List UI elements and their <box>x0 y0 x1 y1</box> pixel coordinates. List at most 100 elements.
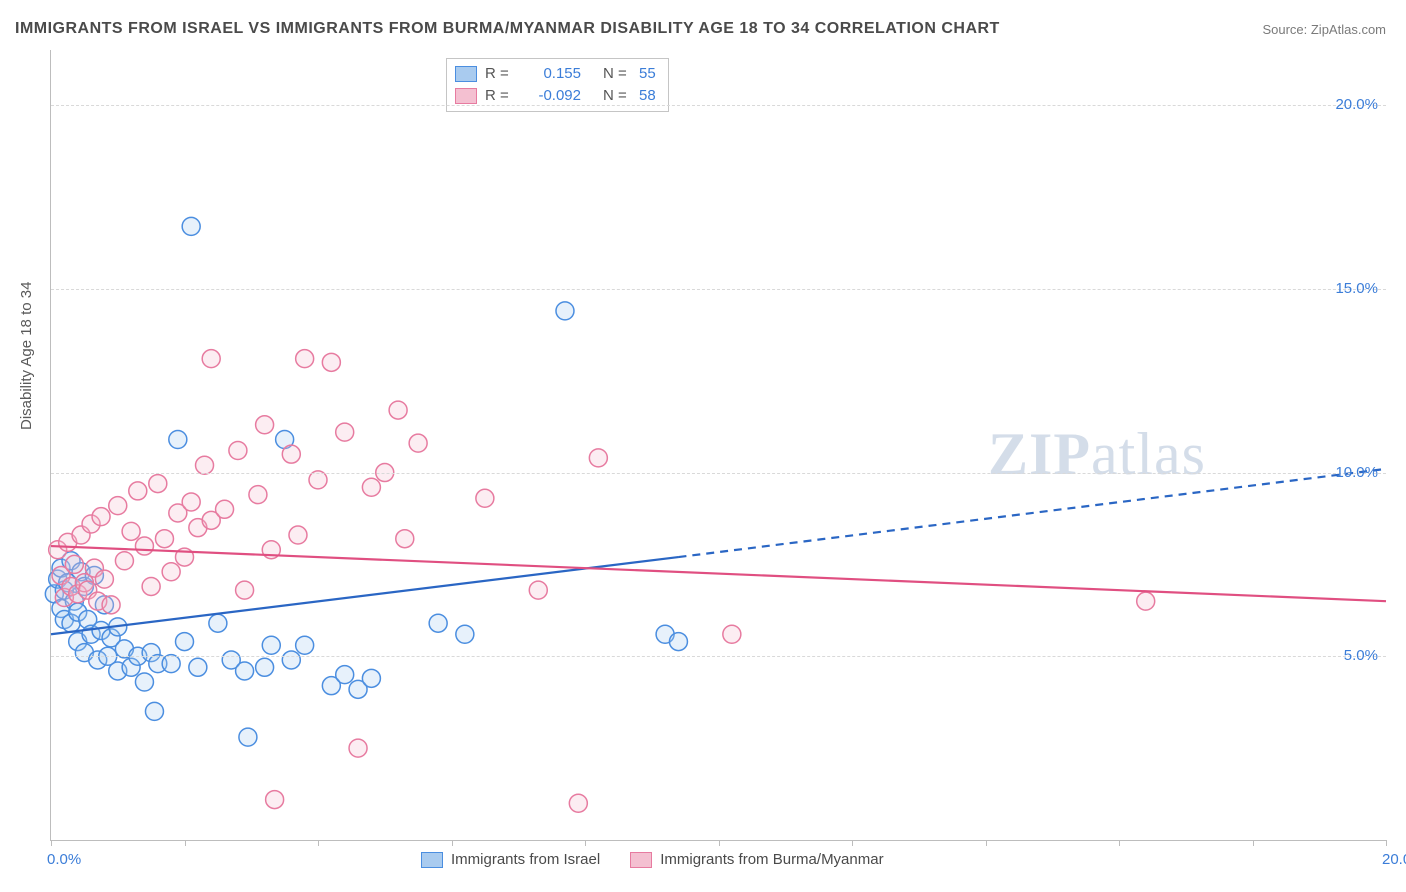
data-point <box>282 445 300 463</box>
gridline <box>51 105 1386 106</box>
data-point <box>456 625 474 643</box>
x-tick <box>1253 840 1254 846</box>
data-point <box>95 570 113 588</box>
y-axis-value: 10.0% <box>1335 464 1378 481</box>
data-point <box>723 625 741 643</box>
data-point <box>162 563 180 581</box>
data-point <box>239 728 257 746</box>
data-point <box>202 350 220 368</box>
data-point <box>229 442 247 460</box>
data-point <box>389 401 407 419</box>
data-point <box>256 416 274 434</box>
data-point <box>282 651 300 669</box>
legend-label: Immigrants from Burma/Myanmar <box>660 851 883 868</box>
x-axis-value: 0.0% <box>47 851 81 868</box>
data-point <box>296 350 314 368</box>
legend-swatch <box>630 852 652 868</box>
y-axis-value: 15.0% <box>1335 280 1378 297</box>
data-point <box>289 526 307 544</box>
data-point <box>145 702 163 720</box>
data-point <box>349 739 367 757</box>
data-point <box>266 791 284 809</box>
data-point <box>92 508 110 526</box>
x-tick <box>1119 840 1120 846</box>
plot-area: R =0.155N =55R =-0.092N =58 ZIPatlas Imm… <box>50 50 1386 841</box>
watermark-zip: ZIP <box>988 421 1091 487</box>
data-point <box>362 478 380 496</box>
x-tick <box>585 840 586 846</box>
data-point <box>669 633 687 651</box>
watermark: ZIPatlas <box>988 420 1206 489</box>
n-value: 55 <box>639 63 656 85</box>
legend-stat-row: R = 0.155 N = 55 <box>455 63 656 85</box>
data-point <box>189 658 207 676</box>
data-point <box>322 353 340 371</box>
data-point <box>65 555 83 573</box>
data-point <box>182 217 200 235</box>
data-point <box>396 530 414 548</box>
data-point <box>155 530 173 548</box>
correlation-legend: R = 0.155 N = 55 R = -0.092 N = 58 <box>446 58 669 112</box>
data-point <box>196 456 214 474</box>
legend-swatch <box>455 88 477 104</box>
n-label: N = <box>603 85 631 107</box>
data-point <box>236 581 254 599</box>
r-label: R = <box>485 63 513 85</box>
data-point <box>362 669 380 687</box>
n-value: 58 <box>639 85 656 107</box>
data-point <box>262 636 280 654</box>
legend-swatch <box>455 66 477 82</box>
n-label: N = <box>603 63 631 85</box>
x-tick <box>852 840 853 846</box>
data-point <box>176 633 194 651</box>
legend-swatch <box>421 852 443 868</box>
legend-item: Immigrants from Burma/Myanmar <box>630 851 883 868</box>
data-point <box>216 500 234 518</box>
data-point <box>336 423 354 441</box>
data-point <box>569 794 587 812</box>
x-tick <box>51 840 52 846</box>
x-tick <box>719 840 720 846</box>
data-point <box>135 673 153 691</box>
data-point <box>122 522 140 540</box>
chart-title: IMMIGRANTS FROM ISRAEL VS IMMIGRANTS FRO… <box>15 20 1000 38</box>
data-point <box>256 658 274 676</box>
data-point <box>529 581 547 599</box>
y-axis-label: Disability Age 18 to 34 <box>18 282 35 430</box>
x-tick <box>1386 840 1387 846</box>
watermark-atlas: atlas <box>1091 421 1206 487</box>
r-value: -0.092 <box>521 85 581 107</box>
data-point <box>556 302 574 320</box>
data-point <box>309 471 327 489</box>
x-tick <box>986 840 987 846</box>
data-point <box>135 537 153 555</box>
y-axis-value: 20.0% <box>1335 96 1378 113</box>
data-point <box>129 482 147 500</box>
data-point <box>589 449 607 467</box>
data-point <box>1137 592 1155 610</box>
data-point <box>296 636 314 654</box>
data-point <box>476 489 494 507</box>
data-point <box>115 552 133 570</box>
legend-label: Immigrants from Israel <box>451 851 600 868</box>
r-label: R = <box>485 85 513 107</box>
y-axis-value: 5.0% <box>1344 647 1378 664</box>
data-point <box>409 434 427 452</box>
x-axis-value: 20.0% <box>1382 851 1406 868</box>
data-point <box>149 475 167 493</box>
legend-stat-row: R = -0.092 N = 58 <box>455 85 656 107</box>
data-point <box>182 493 200 511</box>
data-point <box>169 430 187 448</box>
x-tick <box>185 840 186 846</box>
data-point <box>162 655 180 673</box>
data-point <box>209 614 227 632</box>
data-point <box>142 577 160 595</box>
data-point <box>429 614 447 632</box>
gridline <box>51 473 1386 474</box>
x-tick <box>452 840 453 846</box>
x-tick <box>318 840 319 846</box>
data-point <box>109 497 127 515</box>
r-value: 0.155 <box>521 63 581 85</box>
data-point <box>249 486 267 504</box>
data-point <box>236 662 254 680</box>
